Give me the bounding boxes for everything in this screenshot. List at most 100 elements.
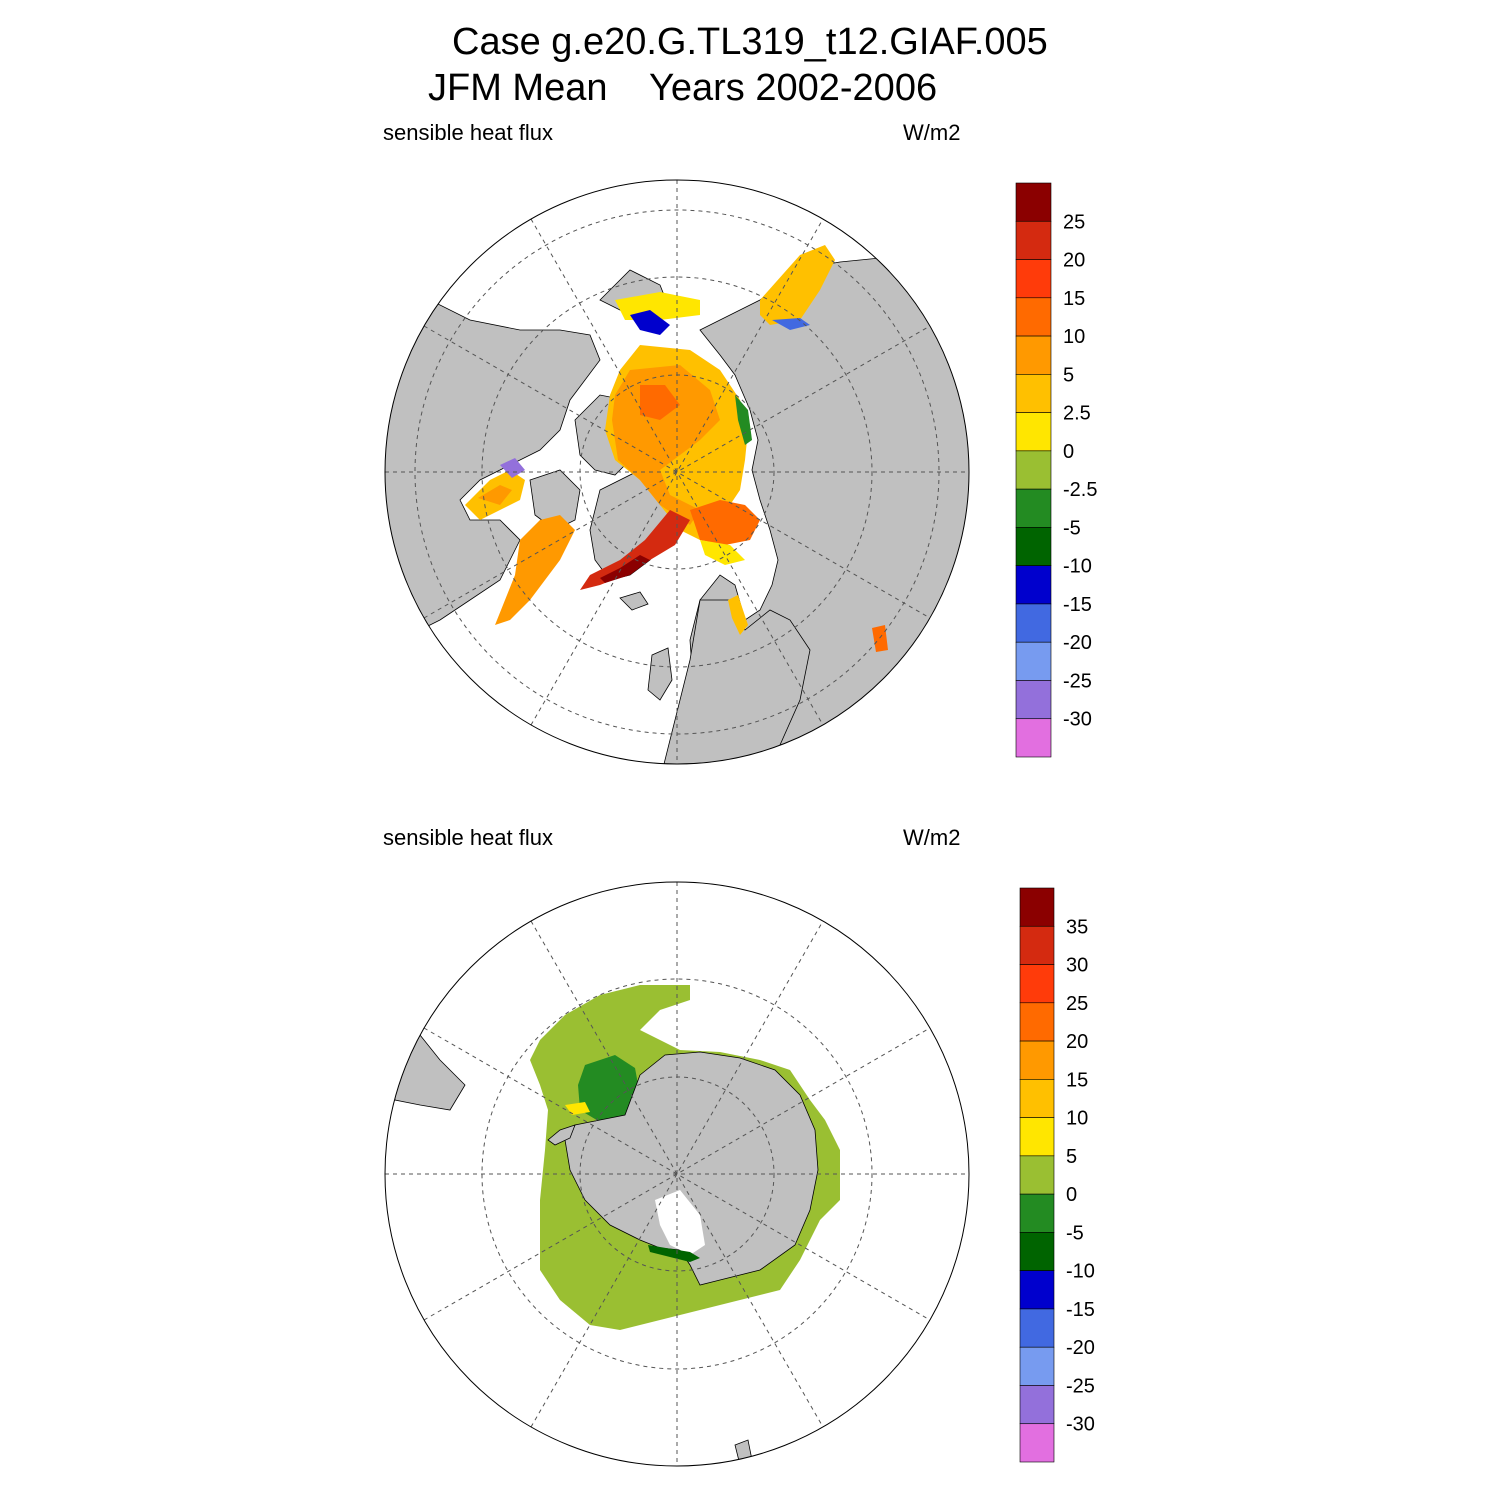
north-lat-circle-70 [481,276,873,668]
north-meridian-60 [423,325,931,619]
cbar-north-tick-label: 0 [1063,441,1074,463]
north-meridian-30 [530,218,824,726]
south-variable-label: sensible heat flux [383,825,553,850]
cbar-north-swatch [1015,488,1052,528]
cbar-north-tick-label: 25 [1063,211,1085,233]
north-flux-chukchi-top [615,292,700,320]
north-flux-coastal-purple [500,458,525,478]
cbar-north-swatch [1015,565,1052,605]
cbar-north-swatch [1015,182,1052,222]
cbar-south-swatch [1019,1423,1055,1463]
cbar-south-swatch [1019,1193,1055,1233]
cbar-south-tick-label: -15 [1066,1299,1095,1321]
cbar-south-swatch [1019,1117,1055,1157]
cbar-south-swatch [1019,887,1055,927]
north-flux-field [465,245,888,652]
north-flux-east-greenland-hot [580,510,690,590]
south-units-label: W/m2 [903,825,961,850]
cbar-south-swatch [1019,1155,1055,1195]
cbar-south-tick-label: -5 [1066,1222,1084,1244]
north-flux-baltic [728,595,748,635]
cbar-north-tick-label: 2.5 [1063,403,1091,425]
cbar-north-swatch [1015,297,1052,337]
north-flux-coastal-blue [630,310,670,335]
cbar-north-swatch [1015,259,1052,299]
north-map-border [384,179,970,765]
cbar-south-tick-label: 0 [1066,1184,1077,1206]
north-variable-label: sensible heat flux [383,120,553,145]
cbar-north-swatch [1015,527,1052,566]
cbar-south-swatch [1019,1346,1055,1386]
north-flux-hudson-core [478,485,512,505]
cbar-south-swatch [1019,1385,1055,1425]
cbar-north-tick-label: -2.5 [1063,479,1097,501]
cbar-south-swatch [1019,1232,1055,1271]
cbar-north-tick-label: -25 [1063,670,1092,692]
cbar-south-swatch [1019,964,1055,1004]
cbar-north-tick-label: 15 [1063,288,1085,310]
north-flux-bering [760,245,835,325]
south-ross-ice-shelf [655,1190,705,1255]
cbar-north-swatch [1015,412,1052,452]
north-land-british-isles [647,647,673,701]
north-flux-labrador [495,515,575,625]
cbar-south-tick-label: -25 [1066,1375,1095,1397]
cbar-south-tick-label: 35 [1066,916,1088,938]
cbar-south-swatch [1019,1308,1055,1348]
cbar-north-swatch [1015,718,1052,758]
north-flux-okhotsk-edge [772,318,810,330]
cbar-north-swatch [1015,450,1052,490]
south-meridian-120 [423,1027,931,1321]
north-meridian-120 [423,325,931,619]
cbar-south-tick-label: 25 [1066,993,1088,1015]
south-polar-map [384,881,970,1467]
north-graticule [385,180,969,764]
north-flux-basin-hot [640,385,680,420]
cbar-north-tick-label: 5 [1063,364,1074,386]
south-land-antarctic-peninsula [547,1124,576,1146]
north-flux-east-greenland-max [600,555,650,583]
south-flux-ross-coast [648,1245,700,1262]
cbar-north-swatch [1015,335,1052,375]
south-flux-weddell-green [578,1055,640,1122]
cbar-north-tick-label: -10 [1063,556,1092,578]
cbar-south-swatch [1019,1002,1055,1042]
cbar-south-tick-label: 20 [1066,1031,1088,1053]
north-flux-greenland-sea [690,500,760,545]
cbar-south-swatch [1019,1040,1055,1080]
cbar-north-swatch [1015,680,1052,720]
cbar-north-tick-label: 20 [1063,250,1085,272]
north-colorbar: 25 20 15 10 5 2.5 0 -2.5 -5 -10 -15 -20 -25 -30 [1015,182,1097,758]
cbar-south-tick-label: -20 [1066,1337,1095,1359]
north-flux-siberian-shelf-green [735,395,752,445]
cbar-north-tick-label: 10 [1063,326,1085,348]
cbar-north-tick-label: -15 [1063,594,1092,616]
south-map-border [384,881,970,1467]
north-flux-barents [700,540,745,565]
cbar-south-swatch [1019,1079,1055,1118]
cbar-north-swatch [1015,641,1052,681]
cbar-south-tick-label: -30 [1066,1414,1095,1436]
north-meridian-150 [530,218,824,726]
south-graticule [385,882,969,1466]
cbar-north-tick-label: -30 [1063,709,1092,731]
cbar-north-tick-label: -5 [1063,517,1081,539]
north-units-label: W/m2 [903,120,961,145]
cbar-south-tick-label: 15 [1066,1069,1088,1091]
north-land-iceland [619,591,649,611]
south-colorbar: 35 30 25 20 15 10 5 0 -5 -10 -15 -20 -25 -30 [1019,887,1095,1463]
cbar-north-tick-label: -20 [1063,632,1092,654]
north-polar-map [384,179,970,765]
plot-title-period: JFM Mean Years 2002-2006 [428,67,938,109]
south-lat-circle-70 [481,978,873,1370]
south-flux-peninsula-yellow [565,1102,590,1115]
cbar-north-swatch [1015,220,1052,260]
cbar-north-swatch [1015,603,1052,643]
cbar-south-tick-label: 5 [1066,1146,1077,1168]
cbar-south-tick-label: -10 [1066,1261,1095,1283]
south-meridian-30 [530,920,824,1428]
north-flux-basin-core [612,365,720,525]
cbar-south-tick-label: 10 [1066,1108,1088,1130]
plot-title-case: Case g.e20.G.TL319_t12.GIAF.005 [452,21,1048,63]
